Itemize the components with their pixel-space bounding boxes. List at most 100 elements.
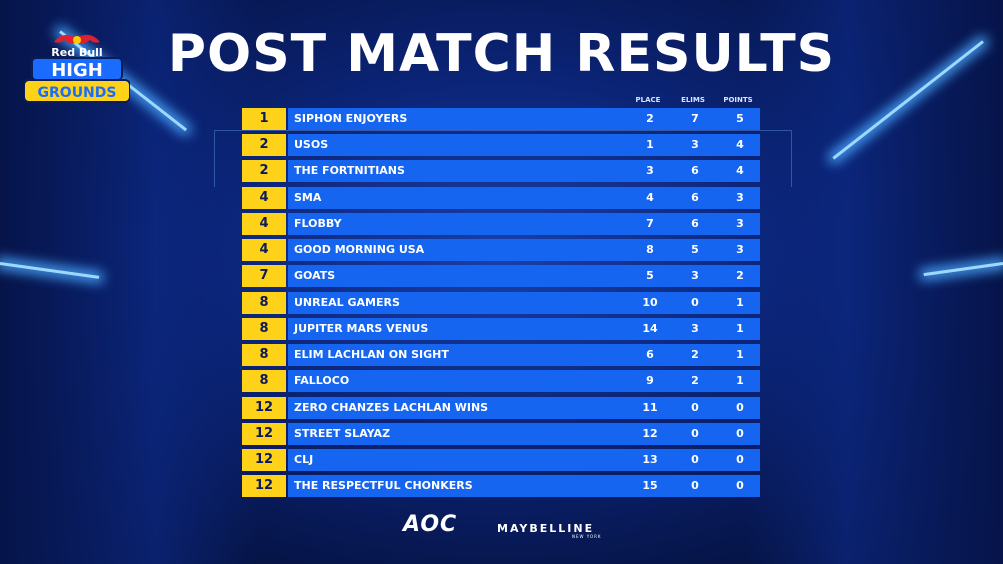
elims-value: 6 <box>691 191 699 204</box>
place-value: 1 <box>646 138 654 151</box>
team-name: GOOD MORNING USA <box>294 243 425 256</box>
place-value: 15 <box>642 479 658 492</box>
team-name: ELIM LACHLAN ON SIGHT <box>294 348 449 361</box>
rank-cell: 8 <box>242 370 286 392</box>
team-name: CLJ <box>294 453 314 466</box>
place-value: 11 <box>642 401 658 414</box>
table-row: 12 ZERO CHANZES LACHLAN WINS 11 0 0 <box>242 397 760 419</box>
place-value: 9 <box>646 374 654 387</box>
column-header-elims: ELIMS <box>681 96 705 104</box>
rank-cell: 12 <box>242 475 286 497</box>
team-name: SIPHON ENJOYERS <box>294 112 408 125</box>
rank-cell: 2 <box>242 160 286 182</box>
row-bar <box>288 213 760 235</box>
place-value: 13 <box>642 453 658 466</box>
rank-cell: 8 <box>242 344 286 366</box>
points-value: 2 <box>736 269 744 282</box>
row-bar <box>288 344 760 366</box>
team-name: ZERO CHANZES LACHLAN WINS <box>294 401 489 414</box>
rank-cell: 4 <box>242 213 286 235</box>
row-bar <box>288 449 760 471</box>
table-row: 2 THE FORTNITIANS 3 6 4 <box>242 160 760 182</box>
team-name: UNREAL GAMERS <box>294 296 400 309</box>
aoc-logo: AOC <box>403 512 458 537</box>
row-bar <box>288 370 760 392</box>
place-value: 2 <box>646 112 654 125</box>
elims-value: 5 <box>691 243 699 256</box>
rank-cell: 12 <box>242 397 286 419</box>
table-row: 8 ELIM LACHLAN ON SIGHT 6 2 1 <box>242 344 760 366</box>
place-value: 7 <box>646 217 654 230</box>
place-value: 4 <box>646 191 654 204</box>
row-bar <box>288 423 760 445</box>
row-bar <box>288 160 760 182</box>
red-bull-high-grounds-logo: Red Bull HIGH GROUNDS <box>24 34 130 103</box>
team-name: THE FORTNITIANS <box>294 164 405 177</box>
points-value: 3 <box>736 191 744 204</box>
table-row: 4 FLOBBY 7 6 3 <box>242 213 760 235</box>
points-value: 5 <box>736 112 744 125</box>
table-row: 2 USOS 1 3 4 <box>242 134 760 156</box>
table-row: 8 FALLOCO 9 2 1 <box>242 370 760 392</box>
rank-cell: 8 <box>242 292 286 314</box>
place-value: 3 <box>646 164 654 177</box>
page-title: POST MATCH RESULTS <box>167 24 836 84</box>
rank-cell: 2 <box>242 134 286 156</box>
points-value: 0 <box>736 479 744 492</box>
team-name: SMA <box>294 191 322 204</box>
team-name: USOS <box>294 138 329 151</box>
elims-value: 6 <box>691 164 699 177</box>
elims-value: 2 <box>691 374 699 387</box>
team-name: FALLOCO <box>294 374 350 387</box>
place-value: 14 <box>642 322 658 335</box>
row-bar <box>288 475 760 497</box>
elims-value: 3 <box>691 138 699 151</box>
place-value: 5 <box>646 269 654 282</box>
row-bar <box>288 239 760 261</box>
table-frame <box>214 130 792 187</box>
background-right-panel <box>743 0 1003 564</box>
points-value: 1 <box>736 348 744 361</box>
points-value: 0 <box>736 453 744 466</box>
row-bar <box>288 134 760 156</box>
place-value: 12 <box>642 427 658 440</box>
maybelline-logo: MAYBELLINE <box>497 522 595 535</box>
points-value: 0 <box>736 427 744 440</box>
table-row: 12 CLJ 13 0 0 <box>242 449 760 471</box>
points-value: 1 <box>736 374 744 387</box>
elims-value: 3 <box>691 269 699 282</box>
table-row: 7 GOATS 5 3 2 <box>242 265 760 287</box>
points-value: 4 <box>736 138 744 151</box>
elims-value: 0 <box>691 401 699 414</box>
rank-cell: 4 <box>242 187 286 209</box>
table-row: 1 SIPHON ENJOYERS 2 7 5 <box>242 108 760 130</box>
points-value: 3 <box>736 243 744 256</box>
elims-value: 2 <box>691 348 699 361</box>
rank-cell: 4 <box>242 239 286 261</box>
row-bar <box>288 265 760 287</box>
table-row: 4 SMA 4 6 3 <box>242 187 760 209</box>
points-value: 4 <box>736 164 744 177</box>
points-value: 1 <box>736 296 744 309</box>
row-bar <box>288 108 760 130</box>
rank-cell: 12 <box>242 449 286 471</box>
rank-cell: 7 <box>242 265 286 287</box>
elims-value: 0 <box>691 453 699 466</box>
elims-value: 0 <box>691 427 699 440</box>
team-name: JUPITER MARS VENUS <box>294 322 429 335</box>
row-bar <box>288 187 760 209</box>
place-value: 10 <box>642 296 658 309</box>
points-value: 3 <box>736 217 744 230</box>
logo-line2: HIGH <box>51 60 103 81</box>
elims-value: 3 <box>691 322 699 335</box>
row-bar <box>288 292 760 314</box>
table-row: 8 UNREAL GAMERS 10 0 1 <box>242 292 760 314</box>
table-row: 12 STREET SLAYAZ 12 0 0 <box>242 423 760 445</box>
elims-value: 0 <box>691 296 699 309</box>
column-header-place: PLACE <box>635 96 661 104</box>
team-name: FLOBBY <box>294 217 342 230</box>
elims-value: 0 <box>691 479 699 492</box>
column-header-points: POINTS <box>723 96 753 104</box>
team-name: STREET SLAYAZ <box>294 427 391 440</box>
table-row: 4 GOOD MORNING USA 8 5 3 <box>242 239 760 261</box>
